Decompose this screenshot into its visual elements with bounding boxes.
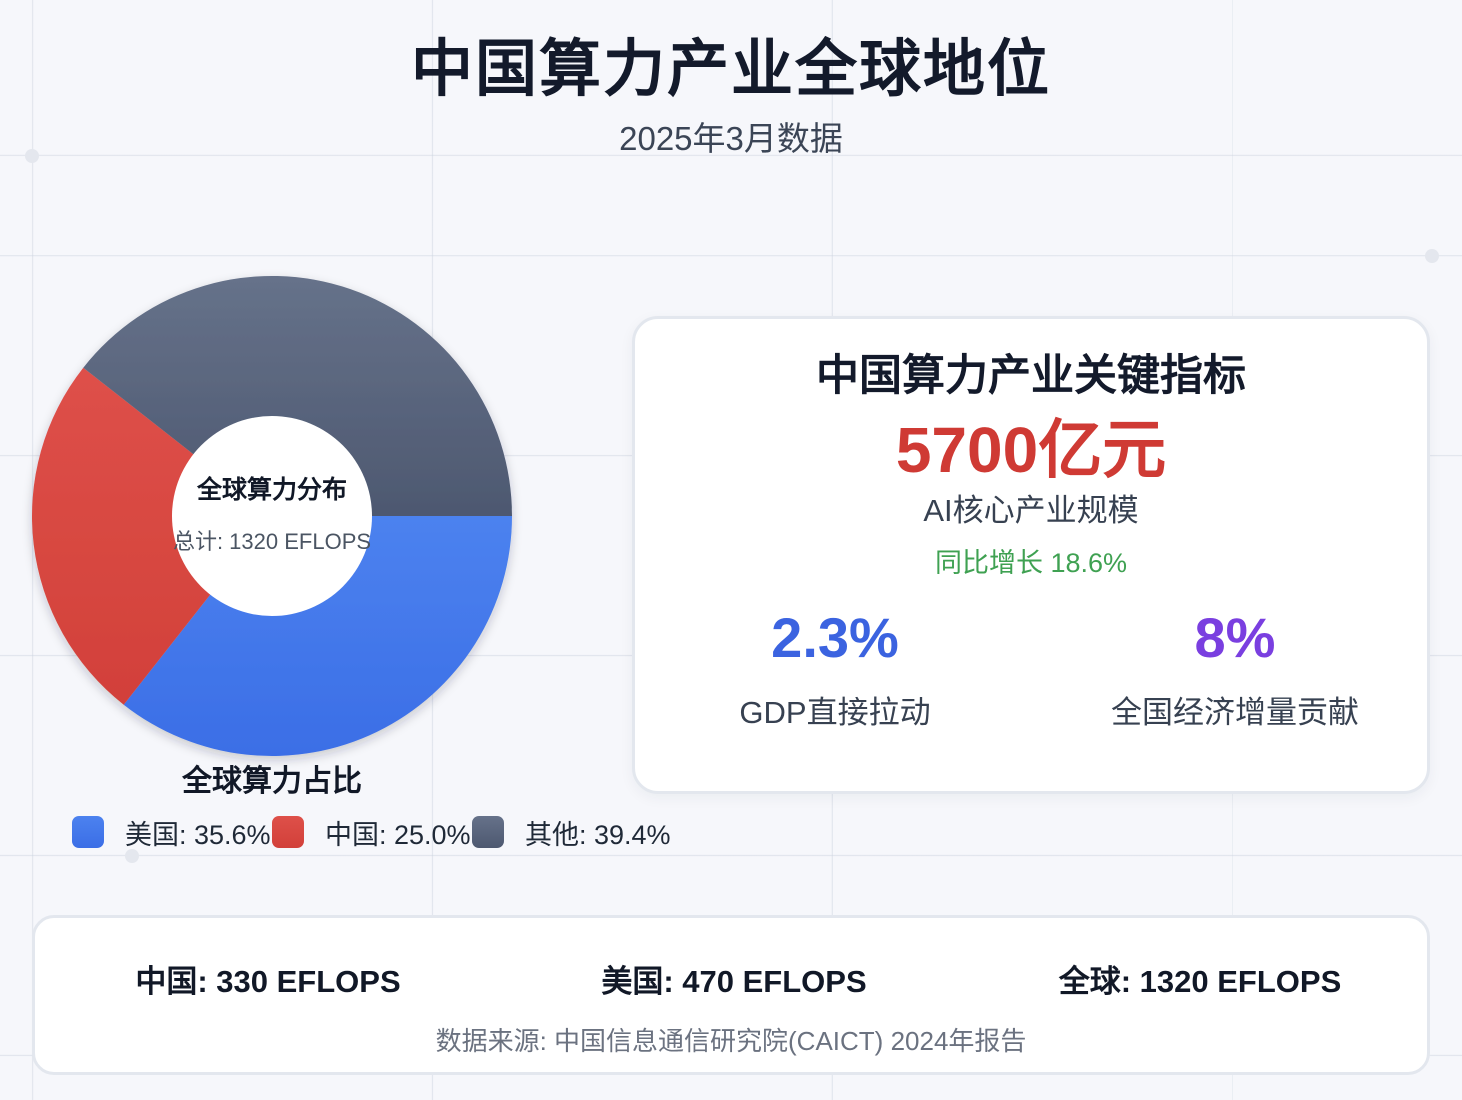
legend-swatch-usa xyxy=(72,816,104,848)
footer-source: 数据来源: 中国信息通信研究院(CAICT) 2024年报告 xyxy=(435,1026,1027,1056)
kpi-growth: 同比增长 18.6% xyxy=(934,548,1128,578)
pie-chart xyxy=(0,250,560,810)
pie-center-hole xyxy=(172,416,372,616)
kpi-contribution: 8% 全国经济增量贡献 xyxy=(1035,605,1435,732)
footer-stat-usa: 美国: 470 EFLOPS xyxy=(601,964,867,999)
legend-label-other: 其他: 39.4% xyxy=(525,819,671,850)
footer-stat-china: 中国: 330 EFLOPS xyxy=(135,964,401,999)
pie-slice-其他 xyxy=(83,275,512,516)
kpi-contribution-label: 全国经济增量贡献 xyxy=(1111,695,1359,730)
legend-item-china: 中国: 25.0% xyxy=(272,814,471,850)
kpi-heading: 中国算力产业关键指标 xyxy=(816,352,1246,400)
legend-swatch-china xyxy=(272,816,304,848)
legend-item-other: 其他: 39.4% xyxy=(472,814,671,850)
page-title: 中国算力产业全球地位 xyxy=(410,35,1051,104)
kpi-gdp-label: GDP直接拉动 xyxy=(739,695,931,730)
legend-label-china: 中国: 25.0% xyxy=(325,819,471,850)
legend-item-usa: 美国: 35.6% xyxy=(72,814,271,850)
pie-chart-title: 全球算力占比 xyxy=(182,765,362,798)
footer-card: 中国: 330 EFLOPS 美国: 470 EFLOPS 全球: 1320 E… xyxy=(32,915,1430,1075)
pie-chart-svg xyxy=(31,275,513,757)
kpi-gdp-value: 2.3% xyxy=(771,606,899,669)
page-subtitle: 2025年3月数据 xyxy=(619,120,843,157)
pie-slice-中国 xyxy=(31,367,272,705)
kpi-main-value: 5700亿元 xyxy=(895,414,1167,486)
decor-dot xyxy=(1425,249,1439,263)
kpi-main-label: AI核心产业规模 xyxy=(923,493,1139,528)
footer-stat-global: 全球: 1320 EFLOPS xyxy=(1058,964,1342,999)
kpi-gdp: 2.3% GDP直接拉动 xyxy=(635,605,1035,732)
legend-swatch-other xyxy=(472,816,504,848)
decor-dot xyxy=(125,849,139,863)
decor-dot xyxy=(25,149,39,163)
pie-center-total: 总计: 1320 EFLOPS xyxy=(172,529,372,554)
kpi-card: 中国算力产业关键指标 5700亿元 AI核心产业规模 同比增长 18.6% 2.… xyxy=(632,316,1430,794)
legend-label-usa: 美国: 35.6% xyxy=(125,819,271,850)
kpi-contribution-value: 8% xyxy=(1194,606,1276,669)
pie-slice-美国 xyxy=(123,516,513,757)
pie-center-title: 全球算力分布 xyxy=(196,476,347,504)
